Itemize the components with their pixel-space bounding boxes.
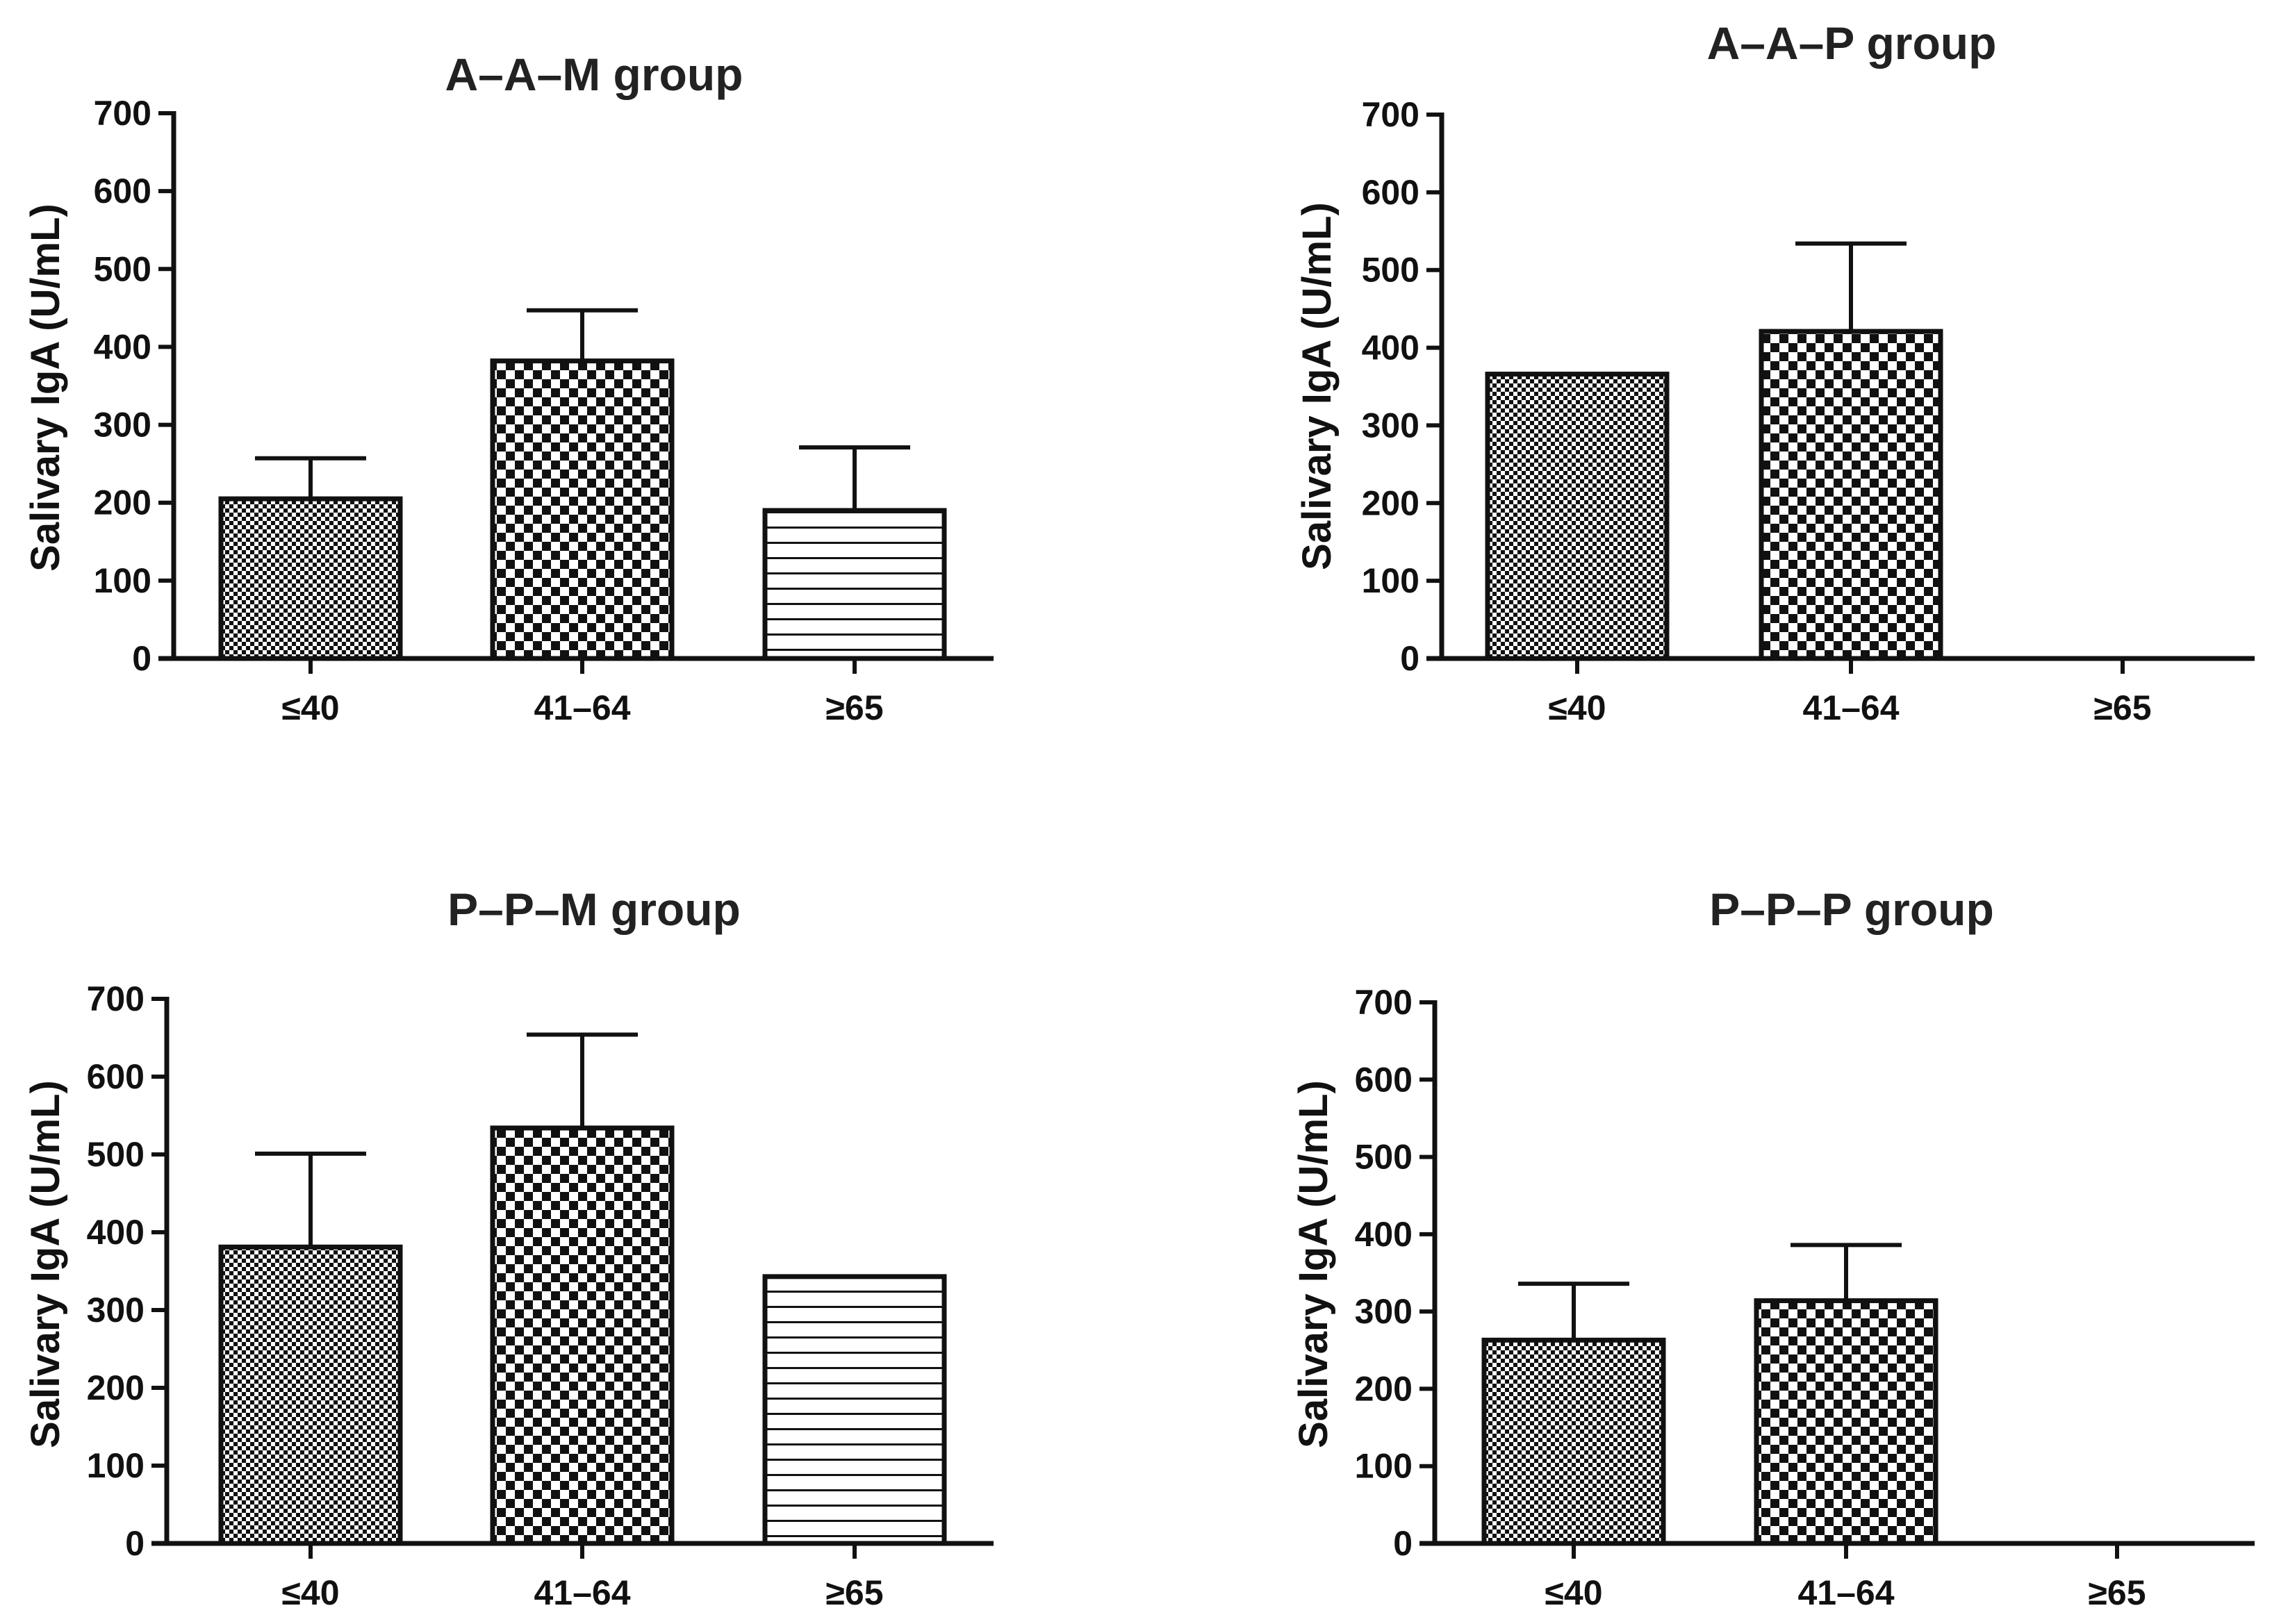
- bar: [1759, 329, 1943, 661]
- y-tick-label: 400: [87, 1213, 145, 1252]
- y-tick-label: 400: [1355, 1215, 1413, 1254]
- x-category-label: ≥65: [2088, 1573, 2146, 1612]
- bar: [490, 358, 675, 661]
- x-category-label: ≥65: [825, 1573, 883, 1612]
- y-axis-label: Salivary IgA (U/mL): [1294, 202, 1340, 570]
- chart-panel-2: A–A–P group Salivary IgA (U/mL) 0 100 200 3…: [1294, 17, 2255, 727]
- x-category-label: 41–64: [534, 688, 630, 727]
- bar: [1481, 1337, 1666, 1546]
- bar: [218, 496, 403, 661]
- category-labels: ≤40 41–64 ≥65: [1548, 658, 2152, 727]
- y-tick-label: 400: [94, 327, 151, 366]
- y-tick-label: 700: [1355, 983, 1413, 1022]
- x-category-label: 41–64: [1797, 1573, 1894, 1612]
- bar: [1485, 372, 1670, 661]
- chart-title: A–A–P group: [1707, 17, 1997, 69]
- x-category-label: ≥65: [825, 688, 883, 727]
- y-axis-label: Salivary IgA (U/mL): [23, 204, 68, 572]
- y-tick-label: 0: [1400, 639, 1419, 678]
- chart-panel-4: P–P–P group Salivary IgA (U/mL) 0 100 200 3…: [1291, 884, 2255, 1612]
- y-axis-ticks: 0 100 200 300 400 500 600 700: [87, 979, 167, 1563]
- bar: [762, 1274, 947, 1546]
- x-category-label: ≤40: [281, 688, 339, 727]
- y-axis-ticks: 0 100 200 300 400 500 600 700: [94, 94, 174, 678]
- chart-title: A–A–M group: [445, 49, 743, 100]
- x-category-label: 41–64: [1802, 688, 1899, 727]
- chart-title: P–P–P group: [1709, 884, 1994, 935]
- y-tick-label: 200: [1362, 483, 1419, 522]
- y-tick-label: 600: [87, 1057, 145, 1096]
- x-category-label: ≥65: [2093, 688, 2151, 727]
- category-labels: ≤40 41–64 ≥65: [1545, 1543, 2146, 1612]
- bar: [762, 508, 947, 661]
- chart-title: P–P–M group: [447, 884, 741, 935]
- y-tick-label: 500: [94, 249, 151, 288]
- y-tick-label: 100: [94, 561, 151, 600]
- bar: [490, 1125, 675, 1546]
- y-tick-label: 300: [1355, 1292, 1413, 1331]
- y-tick-label: 200: [87, 1368, 145, 1407]
- error-bar-group: [1518, 1243, 1902, 1341]
- y-tick-label: 500: [87, 1135, 145, 1174]
- bar: [1754, 1298, 1938, 1546]
- error-bar-group: [255, 1032, 638, 1248]
- y-tick-label: 700: [87, 979, 145, 1018]
- category-labels: ≤40 41–64 ≥65: [281, 1543, 884, 1612]
- y-tick-label: 600: [1355, 1060, 1413, 1099]
- bar-group: [218, 358, 947, 661]
- bar: [218, 1244, 403, 1546]
- y-tick-label: 0: [132, 639, 151, 678]
- y-axis-label: Salivary IgA (U/mL): [23, 1080, 68, 1448]
- y-tick-label: 700: [1362, 95, 1419, 134]
- y-tick-label: 600: [94, 172, 151, 210]
- y-tick-label: 600: [1362, 173, 1419, 212]
- y-tick-label: 100: [1355, 1447, 1413, 1486]
- y-tick-label: 200: [1355, 1369, 1413, 1408]
- y-axis-ticks: 0 100 200 300 400 500 600 700: [1355, 983, 1435, 1563]
- error-bar-group: [255, 308, 910, 511]
- y-tick-label: 500: [1355, 1138, 1413, 1177]
- y-tick-label: 700: [94, 94, 151, 133]
- y-axis-label: Salivary IgA (U/mL): [1291, 1080, 1336, 1448]
- x-category-label: 41–64: [534, 1573, 630, 1612]
- y-axis-ticks: 0 100 200 300 400 500 600 700: [1362, 95, 1442, 678]
- y-tick-label: 300: [94, 406, 151, 445]
- bar-group: [218, 1125, 947, 1546]
- y-tick-label: 400: [1362, 329, 1419, 367]
- chart-panel-3: P–P–M group Salivary IgA (U/mL) 0 100 200 3…: [23, 884, 994, 1612]
- chart-panel-1: A–A–M group Salivary IgA (U/mL) 0 100 200 3…: [23, 49, 994, 727]
- error-bar-group: [1795, 241, 1907, 332]
- x-category-label: ≤40: [281, 1573, 339, 1612]
- bar-group: [1485, 329, 1943, 661]
- bar-group: [1481, 1298, 1938, 1546]
- y-tick-label: 0: [1393, 1524, 1413, 1563]
- y-tick-label: 500: [1362, 251, 1419, 290]
- y-tick-label: 200: [94, 483, 151, 522]
- y-tick-label: 100: [1362, 561, 1419, 600]
- x-category-label: ≤40: [1545, 1573, 1602, 1612]
- y-tick-label: 300: [1362, 406, 1419, 445]
- category-labels: ≤40 41–64 ≥65: [281, 658, 884, 727]
- axes: [1426, 113, 2255, 661]
- y-tick-label: 100: [87, 1446, 145, 1485]
- y-tick-label: 0: [125, 1524, 145, 1563]
- x-category-label: ≤40: [1548, 688, 1606, 727]
- y-tick-label: 300: [87, 1291, 145, 1329]
